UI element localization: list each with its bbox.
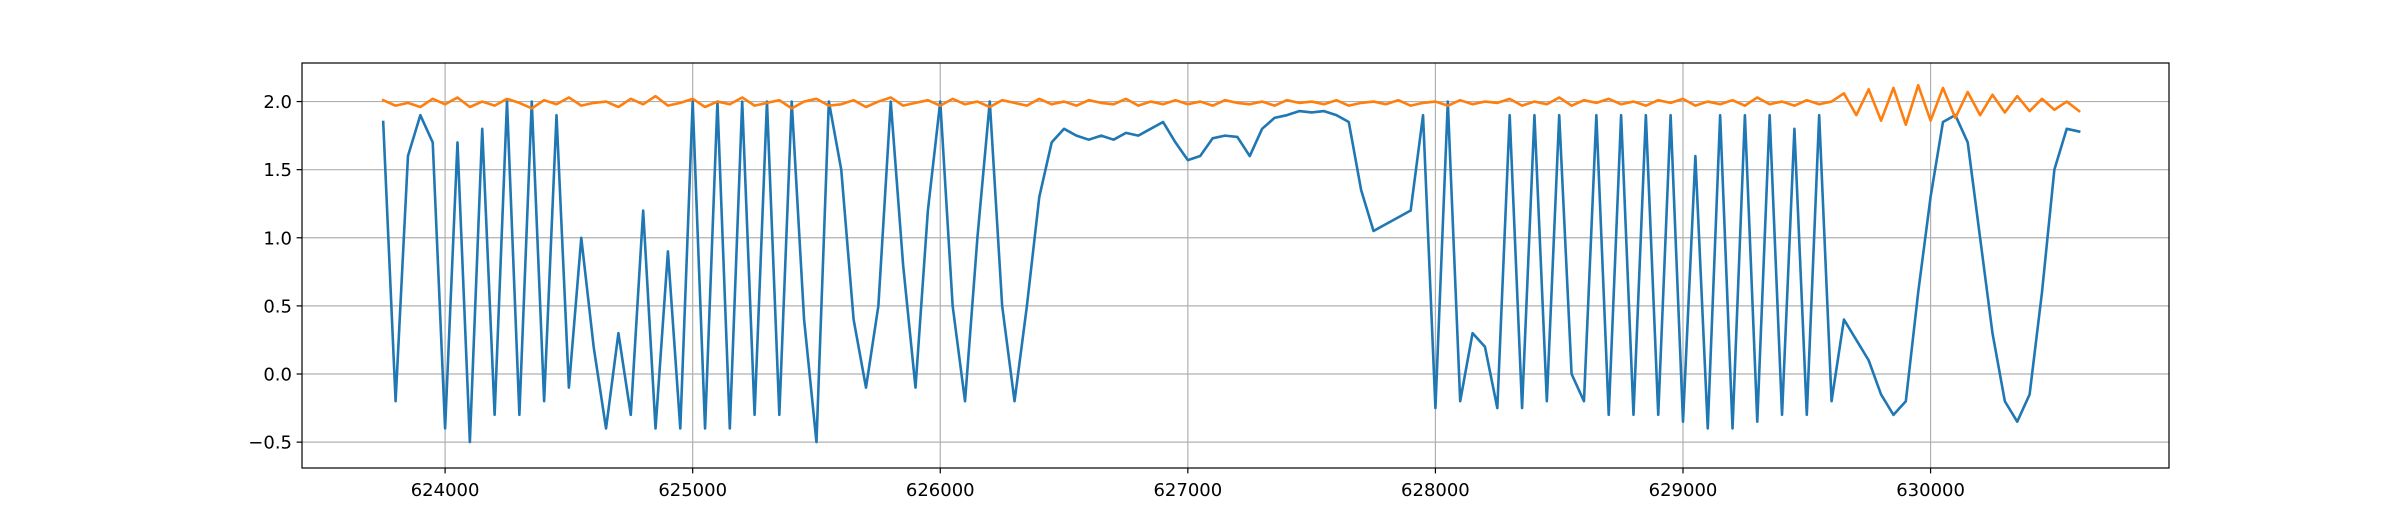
plot-frame xyxy=(301,62,2170,469)
x-tick-label: 629000 xyxy=(1649,480,1718,501)
line-series xyxy=(381,100,2081,444)
y-tick-label: 0.5 xyxy=(263,296,292,317)
y-tick-label: 0.0 xyxy=(263,365,292,386)
x-tick-label: 624000 xyxy=(411,480,480,501)
y-tick-label: 1.5 xyxy=(263,160,292,181)
y-tick-label: 1.0 xyxy=(263,228,292,249)
x-tick-label: 626000 xyxy=(906,480,975,501)
line-series xyxy=(381,83,2081,127)
y-tick-label: 2.0 xyxy=(263,92,292,113)
x-tick-label: 627000 xyxy=(1153,480,1222,501)
y-tick-label: −0.5 xyxy=(248,433,292,454)
x-tick-label: 628000 xyxy=(1401,480,1470,501)
x-tick-label: 630000 xyxy=(1896,480,1965,501)
x-tick-label: 625000 xyxy=(658,480,727,501)
